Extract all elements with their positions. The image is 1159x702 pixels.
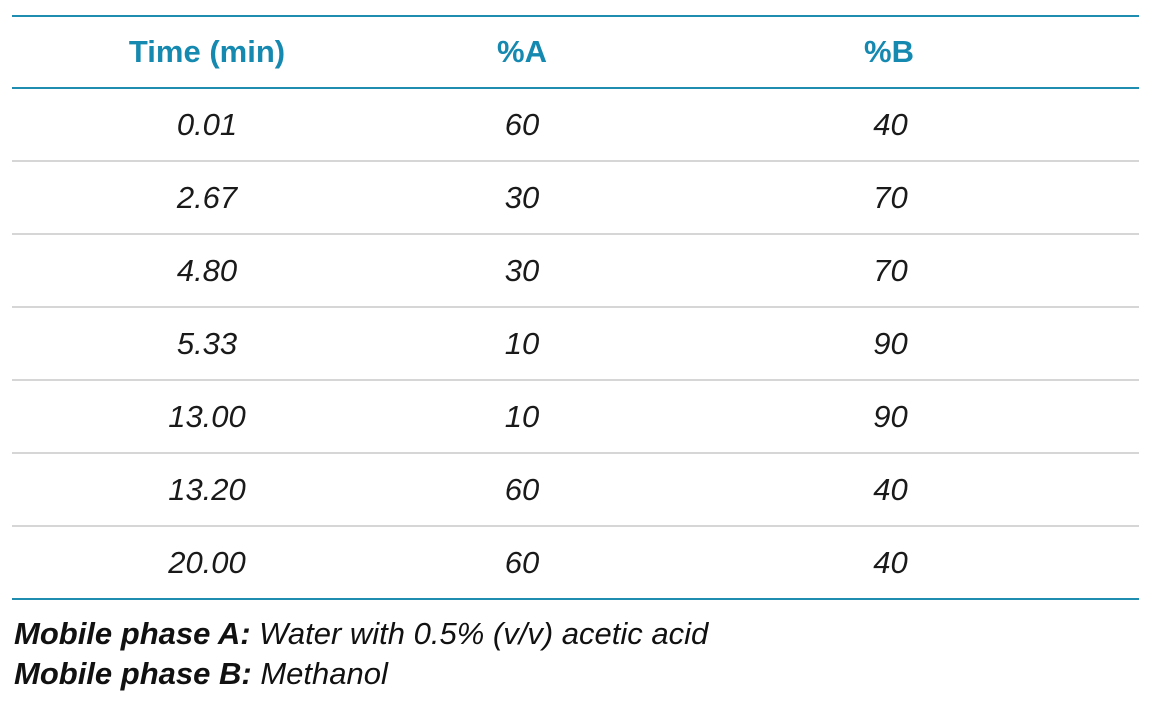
- table-footnotes: Mobile phase A: Water with 0.5% (v/v) ac…: [14, 614, 708, 694]
- table-row: 5.33 10 90: [12, 307, 1139, 380]
- gradient-table: Time (min) %A %B 0.01 60 40 2.67 30 70 4…: [12, 15, 1139, 600]
- cell-percent-a: 10: [504, 398, 540, 434]
- table-row: 20.00 60 40: [12, 526, 1139, 599]
- header-percent-a: %A: [497, 34, 547, 69]
- cell-percent-b: 40: [873, 544, 908, 580]
- cell-percent-a: 30: [504, 252, 540, 288]
- footnote-text: Water with 0.5% (v/v) acetic acid: [250, 616, 709, 651]
- cell-percent-a: 60: [504, 106, 540, 142]
- footnote-mobile-phase-b: Mobile phase B: Methanol: [14, 654, 708, 694]
- cell-percent-b: 70: [873, 252, 908, 288]
- table-row: 13.20 60 40: [12, 453, 1139, 526]
- cell-percent-b: 70: [873, 179, 908, 215]
- cell-time: 4.80: [176, 252, 238, 288]
- cell-time: 20.00: [168, 544, 246, 580]
- cell-percent-b: 40: [873, 106, 908, 142]
- table-header: Time (min) %A %B: [12, 16, 1139, 88]
- header-time: Time (min): [128, 34, 286, 69]
- cell-percent-a: 10: [504, 325, 540, 361]
- table-body: 0.01 60 40 2.67 30 70 4.80 30 70 5.33 10…: [12, 88, 1139, 599]
- footnote-label: Mobile phase A:: [14, 616, 251, 651]
- cell-percent-a: 60: [504, 471, 540, 507]
- footnote-label: Mobile phase B:: [14, 656, 252, 691]
- cell-percent-b: 90: [873, 398, 908, 434]
- cell-time: 13.20: [168, 471, 246, 507]
- cell-time: 13.00: [168, 398, 246, 434]
- cell-time: 5.33: [176, 325, 238, 361]
- cell-percent-a: 60: [504, 544, 540, 580]
- table-row: 2.67 30 70: [12, 161, 1139, 234]
- header-percent-b: %B: [864, 34, 914, 69]
- cell-percent-a: 30: [504, 179, 540, 215]
- cell-percent-b: 90: [873, 325, 908, 361]
- table-row: 4.80 30 70: [12, 234, 1139, 307]
- table-row: 13.00 10 90: [12, 380, 1139, 453]
- cell-percent-b: 40: [873, 471, 908, 507]
- cell-time: 2.67: [176, 179, 238, 215]
- header-row: Time (min) %A %B: [12, 16, 1139, 88]
- cell-time: 0.01: [176, 106, 238, 142]
- table-row: 0.01 60 40: [12, 88, 1139, 161]
- gradient-table-container: Time (min) %A %B 0.01 60 40 2.67 30 70 4…: [12, 15, 1139, 600]
- footnote-mobile-phase-a: Mobile phase A: Water with 0.5% (v/v) ac…: [14, 614, 708, 654]
- footnote-text: Methanol: [251, 656, 388, 691]
